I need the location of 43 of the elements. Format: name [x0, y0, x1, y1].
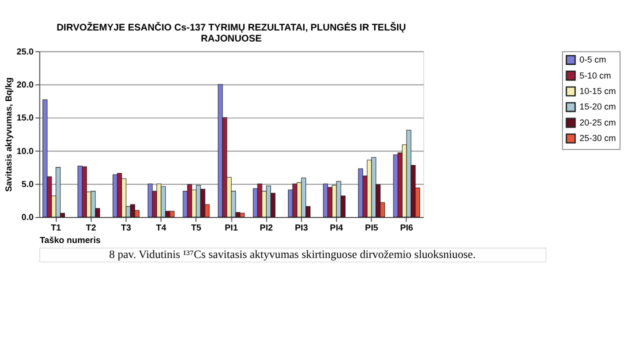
- x-tick-label: PI2: [260, 222, 274, 233]
- bar: [406, 130, 412, 218]
- x-tick-label: PI3: [294, 222, 308, 233]
- bar: [257, 184, 262, 218]
- legend-label: 25-30 cm: [579, 133, 616, 144]
- x-tick-label: PI5: [365, 222, 378, 233]
- y-tick-label: 5.0: [21, 178, 34, 189]
- y-tick-label: 15.0: [16, 112, 34, 123]
- bar: [240, 212, 245, 218]
- legend-label: 20-25 cm: [579, 117, 616, 128]
- x-tick-label: T1: [50, 222, 62, 233]
- text: RAJONUOSE: [200, 34, 262, 45]
- bar: [148, 184, 153, 218]
- bar: [327, 186, 332, 218]
- bar: [112, 174, 118, 218]
- text: DIRVOŽEMYJE ESANČIO Cs-137 TYRIMŲ REZULTATAI, PLUNGĖS IR TELŠIŲ: [56, 22, 406, 34]
- x-tick-label: T5: [191, 222, 202, 233]
- bar: [200, 188, 206, 218]
- x-tick-label: T3: [120, 222, 132, 233]
- bar: [336, 180, 342, 218]
- x-tick-label: T2: [86, 222, 96, 233]
- bar: [393, 154, 398, 218]
- x-tick-label: PI1: [224, 222, 238, 233]
- bar: [323, 184, 328, 218]
- text: 8 pav. Vidutinis ¹³⁷Cs savitasis aktyvumas skirtinguose dirvožemio sluoksniuose.: [109, 249, 476, 262]
- bar: [160, 186, 166, 218]
- y-tick-label: 10.0: [16, 146, 34, 156]
- legend-label: 5-10 cm: [579, 70, 611, 80]
- y-tick-label: 20.0: [16, 79, 34, 90]
- y-axis-title: Savitasis aktyvumas, Bq/kg: [3, 77, 14, 192]
- bar: [82, 166, 87, 218]
- bar: [358, 168, 364, 218]
- y-tick-label: 25.0: [16, 46, 34, 56]
- x-tick-label: PI4: [330, 222, 344, 233]
- legend-label: 0-5 cm: [579, 54, 606, 65]
- bar: [371, 157, 376, 218]
- legend-label: 15-20 cm: [579, 102, 616, 112]
- y-tick-label: 0.0: [21, 212, 34, 222]
- x-tick-label: T4: [156, 222, 166, 233]
- x-tick-label: PI6: [400, 222, 414, 233]
- bar: [90, 190, 96, 218]
- x-axis-title: Taško numeris: [40, 234, 101, 245]
- legend-label: 10-15 cm: [579, 86, 616, 96]
